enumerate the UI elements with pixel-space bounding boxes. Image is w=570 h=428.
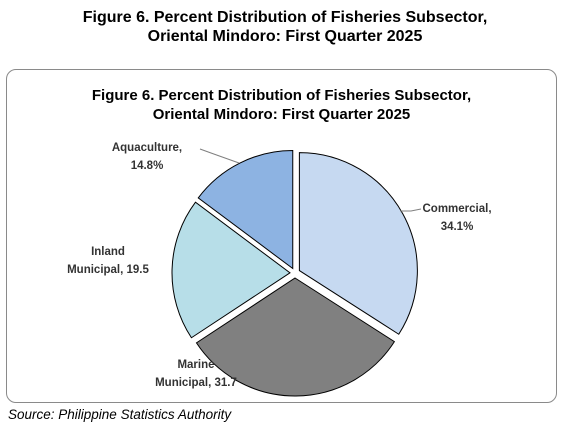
pie-slice-marine-municipal (195, 277, 396, 397)
data-label-line: Aquaculture, (112, 142, 182, 154)
leader-line-aquaculture (199, 148, 240, 164)
pie-slice-aquaculture (197, 150, 294, 270)
data-label-line: Inland (91, 246, 125, 258)
data-label-line: Marine (177, 359, 214, 371)
pie-chart: Commercial, 34.1% Marine Municipal, 31.7 Inl… (67, 142, 492, 397)
data-label-commercial: Commercial, 34.1% (422, 203, 491, 233)
data-label-inland-municipal: Inland Municipal, 19.5 (67, 246, 149, 276)
pie-slice-commercial (298, 152, 418, 335)
data-label-marine-municipal: Marine Municipal, 31.7 (155, 359, 237, 389)
figure-title-line-1: Figure 6. Percent Distribution of Fisher… (82, 9, 488, 26)
data-label-line: Municipal, 19.5 (67, 264, 149, 276)
figure-title: Figure 6. Percent Distribution of Fisher… (0, 8, 570, 46)
pie-slice-inland-municipal (171, 201, 291, 339)
source-note: Source: Philippine Statistics Authority (8, 407, 232, 422)
data-label-line: Municipal, 31.7 (155, 377, 237, 389)
chart-title-line-2: Oriental Mindoro: First Quarter 2025 (152, 106, 411, 123)
data-label-line: 34.1% (441, 221, 474, 233)
leader-line-commercial (400, 208, 422, 212)
chart-area: Figure 6. Percent Distribution of Fisher… (6, 69, 557, 403)
data-label-aquaculture: Aquaculture, 14.8% (112, 142, 182, 172)
data-label-line: Commercial, (422, 203, 491, 215)
figure-title-line-2: Oriental Mindoro: First Quarter 2025 (147, 28, 423, 45)
data-label-line: 14.8% (131, 160, 164, 172)
chart-title-line-1: Figure 6. Percent Distribution of Fisher… (91, 87, 472, 104)
chart-title: Figure 6. Percent Distribution of Fisher… (7, 86, 556, 124)
